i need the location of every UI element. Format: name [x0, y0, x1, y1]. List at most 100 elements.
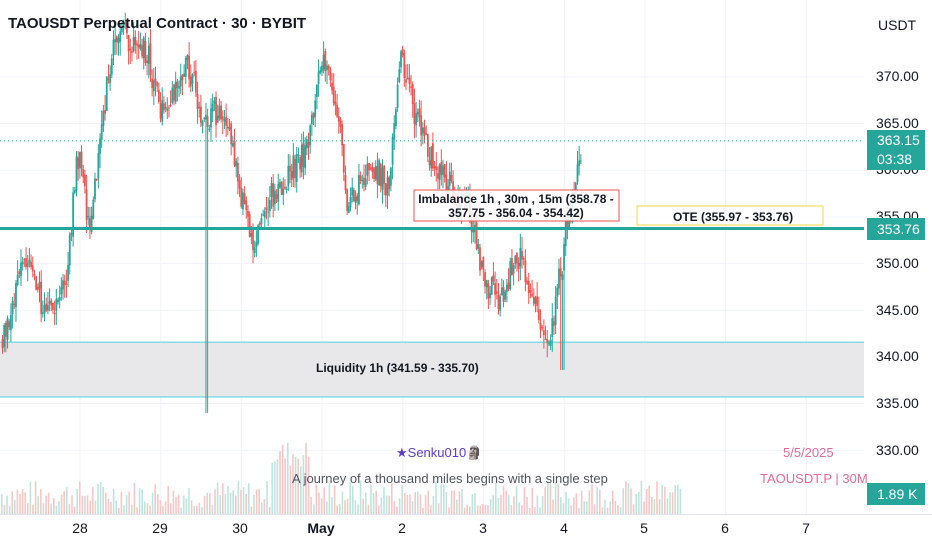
candle-body: [213, 100, 216, 104]
volume-bar: [76, 488, 78, 514]
candle-body: [321, 65, 323, 72]
candle-body: [136, 43, 138, 46]
candle-body: [364, 178, 367, 187]
candle-body: [408, 77, 411, 84]
candle-body: [366, 163, 369, 176]
candle-body: [280, 181, 283, 195]
candle-body: [141, 45, 143, 57]
candle-body: [470, 216, 473, 232]
volume-bar: [294, 456, 297, 514]
candle-body: [494, 282, 497, 295]
chart-title: TAOUSDT Perpetual Contract · 30 · BYBIT: [8, 15, 307, 32]
candle-body: [384, 183, 387, 196]
time-tick: May: [307, 520, 335, 536]
candle-body: [11, 301, 14, 315]
candle-body: [235, 161, 238, 167]
candle-body: [310, 114, 313, 124]
volume-bar: [55, 505, 58, 514]
candle-body: [146, 60, 149, 63]
volume-bar: [648, 485, 650, 514]
candle-body: [336, 104, 338, 117]
candle-body: [174, 81, 177, 102]
candle-body: [445, 174, 448, 192]
price-scale[interactable]: [864, 0, 932, 514]
volume-bar: [84, 495, 86, 514]
candle-body: [285, 188, 288, 191]
candle-body: [337, 116, 340, 122]
candle-body: [423, 127, 426, 136]
candle-body: [216, 115, 219, 123]
candle-body: [376, 166, 379, 185]
candle-body: [559, 268, 562, 277]
volume-bar: [669, 492, 671, 514]
volume-bar: [274, 461, 276, 514]
candle-body: [443, 164, 446, 178]
volume-bar: [513, 496, 515, 514]
currency-label[interactable]: USDT: [878, 17, 917, 33]
imbalance-label: Imbalance 1h , 30m , 15m (358.78 - 357.7…: [416, 192, 616, 220]
volume-bar: [175, 496, 177, 514]
candle-body: [416, 112, 419, 115]
candle-body: [433, 165, 436, 169]
time-tick: 28: [72, 520, 88, 536]
volume-bar: [424, 495, 427, 514]
candle-body: [421, 127, 424, 134]
volume-bar: [367, 504, 370, 514]
candle-body: [268, 200, 271, 211]
candle-body: [70, 233, 73, 235]
candle-body: [198, 106, 201, 109]
price-tick: 350.00: [876, 255, 919, 271]
candle-body: [82, 168, 85, 178]
volume-bar: [128, 491, 130, 514]
candle-body: [186, 54, 189, 61]
volume-bar: [544, 486, 546, 514]
candle-body: [354, 196, 357, 203]
candle-body: [549, 339, 552, 346]
candle-body: [62, 280, 64, 290]
volume-bar: [125, 495, 128, 514]
candle-body: [334, 101, 337, 105]
volume-bar: [651, 497, 653, 514]
volume-bar: [547, 480, 549, 514]
candle-body: [317, 71, 320, 85]
volume-bar: [94, 500, 97, 514]
price-tick: 365.00: [876, 115, 919, 131]
candle-body: [53, 312, 56, 315]
candle-body: [55, 298, 58, 311]
volume-bar: [79, 481, 81, 514]
candle-body: [157, 89, 160, 102]
volume-bar: [391, 483, 393, 514]
volume-bar: [190, 500, 193, 514]
candle-body: [502, 287, 505, 302]
candle-body: [526, 280, 528, 284]
volume-bar: [450, 490, 453, 514]
candle-body: [248, 214, 251, 237]
volume-bar: [666, 498, 669, 514]
candle-body: [164, 107, 167, 109]
candle-body: [566, 219, 569, 227]
candle-body: [519, 248, 522, 267]
volume-bar: [622, 488, 624, 514]
candle-body: [1, 339, 4, 349]
author-watermark: ★Senku010🗿: [396, 445, 483, 460]
volume-bar: [149, 505, 151, 514]
candle-body: [495, 291, 498, 294]
volume-bar: [565, 491, 567, 514]
volume-bar: [554, 482, 557, 514]
volume-bar: [526, 496, 528, 514]
candle-body: [532, 296, 535, 304]
volume-bar: [679, 488, 682, 514]
volume-bar: [458, 491, 461, 514]
candle-body: [578, 160, 581, 166]
volume-bar: [370, 484, 372, 514]
candle-body: [326, 65, 328, 71]
candle-body: [87, 215, 90, 218]
volume-bar: [32, 504, 34, 514]
volume-bar: [263, 499, 266, 514]
volume-bar: [284, 458, 286, 514]
candle-body: [210, 108, 212, 128]
candle-body: [517, 262, 520, 270]
candle-body: [102, 110, 105, 126]
volume-bar: [635, 493, 637, 514]
